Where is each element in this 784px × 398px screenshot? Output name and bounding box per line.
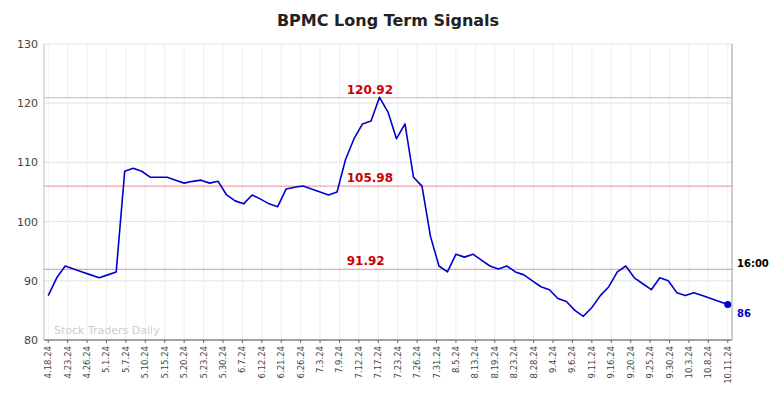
- x-tick-label: 4.18.24: [43, 346, 53, 378]
- x-tick-label: 9.16.24: [606, 346, 616, 378]
- last-value-label: 86: [737, 308, 751, 319]
- x-tick-label: 5.15.24: [160, 346, 170, 378]
- x-tick-label: 6.26.24: [296, 346, 306, 378]
- x-grid-line: [630, 44, 631, 340]
- y-grid-line: [44, 280, 732, 281]
- x-grid-line: [533, 44, 534, 340]
- x-tick-label: 8.5.24: [451, 346, 461, 373]
- x-tick-label: 7.3.24: [315, 346, 325, 373]
- x-grid-line: [436, 44, 437, 340]
- x-grid-line: [514, 44, 515, 340]
- reference-lines: [44, 98, 732, 270]
- x-grid-line: [164, 44, 165, 340]
- x-tick-label: 10.3.24: [684, 346, 694, 378]
- x-grid-line: [106, 44, 107, 340]
- x-grid-line: [611, 44, 612, 340]
- time-label: 16:00: [737, 258, 769, 269]
- x-grid-line: [708, 44, 709, 340]
- x-tick-label: 5.20.24: [179, 346, 189, 378]
- y-grid-line: [44, 340, 732, 341]
- y-grid-line: [44, 103, 732, 104]
- reference-label: 120.92: [347, 83, 393, 97]
- x-grid-line: [494, 44, 495, 340]
- x-grid-line: [727, 44, 728, 340]
- x-tick-label: 7.26.24: [412, 346, 422, 378]
- x-tick-label: 10.11.24: [723, 346, 733, 384]
- x-grid-line: [572, 44, 573, 340]
- x-tick-label: 5.23.24: [199, 346, 209, 378]
- x-tick-label: 7.23.24: [393, 346, 403, 378]
- x-grid-line: [417, 44, 418, 340]
- x-grid-line: [67, 44, 68, 340]
- x-tick-label: 10.8.24: [703, 346, 713, 378]
- y-grid-line: [44, 162, 732, 163]
- y-grid-line: [44, 221, 732, 222]
- y-axis: [44, 44, 45, 340]
- x-tick-label: 7.12.24: [354, 346, 364, 378]
- x-tick-label: 9.30.24: [665, 346, 675, 378]
- x-grid-line: [650, 44, 651, 340]
- x-tick-label: 8.13.24: [470, 346, 480, 378]
- x-grid-line: [261, 44, 262, 340]
- x-grid-line: [242, 44, 243, 340]
- x-tick-label: 9.20.24: [626, 346, 636, 378]
- y-tick-label: 110: [17, 156, 38, 169]
- x-grid-line: [339, 44, 340, 340]
- x-tick-label: 6.12.24: [257, 346, 267, 378]
- y-tick-label: 90: [24, 275, 38, 288]
- x-grid-line: [688, 44, 689, 340]
- x-tick-label: 7.17.24: [373, 346, 383, 378]
- data: [48, 97, 731, 316]
- y-tick-label: 120: [17, 97, 38, 110]
- x-tick-label: 4.26.24: [82, 346, 92, 378]
- x-tick-label: 8.28.24: [529, 346, 539, 378]
- x-grid-line: [87, 44, 88, 340]
- last-point: [724, 301, 731, 308]
- x-tick-label: 9.4.24: [548, 346, 558, 373]
- x-grid-line: [125, 44, 126, 340]
- y-tick-label: 80: [24, 334, 38, 347]
- y-tick-label: 130: [17, 38, 38, 51]
- x-grid-line: [203, 44, 204, 340]
- price-line: [48, 97, 728, 316]
- x-tick-label: 9.25.24: [645, 346, 655, 378]
- x-tick-label: 4.23.24: [63, 346, 73, 378]
- x-tick-label: 8.23.24: [509, 346, 519, 378]
- x-grid-line: [455, 44, 456, 340]
- x-tick-label: 6.21.24: [276, 346, 286, 378]
- y-tick-label: 100: [17, 216, 38, 229]
- x-tick-label: 9.11.24: [587, 346, 597, 378]
- x-grid-line: [222, 44, 223, 340]
- x-grid-line: [300, 44, 301, 340]
- x-grid-line: [281, 44, 282, 340]
- reference-line: [44, 97, 732, 98]
- watermark: Stock Traders Daily: [54, 324, 160, 337]
- x-tick-label: 8.19.24: [490, 346, 500, 378]
- title: BPMC Long Term Signals: [277, 11, 499, 30]
- x-tick-label: 5.10.24: [140, 346, 150, 378]
- x-tick-label: 5.7.24: [121, 346, 131, 373]
- x-grid-line: [475, 44, 476, 340]
- x-tick-label: 7.9.24: [334, 346, 344, 373]
- x-grid-line: [591, 44, 592, 340]
- reference-label: 105.98: [347, 171, 393, 185]
- right-border: [732, 44, 733, 340]
- grid: [44, 44, 732, 340]
- y-grid-line: [44, 44, 732, 45]
- x-grid-line: [669, 44, 670, 340]
- x-tick-label: 6.7.24: [237, 346, 247, 373]
- chart: BPMC Long Term Signals 80 90 100 110 120 130 4.…: [0, 0, 784, 398]
- x-grid-line: [145, 44, 146, 340]
- reference-line: [44, 186, 732, 187]
- x-axis: [44, 340, 732, 341]
- x-tick-label: 7.31.24: [432, 346, 442, 378]
- x-grid-line: [397, 44, 398, 340]
- x-tick-label: 5.1.24: [101, 346, 111, 373]
- x-grid-line: [184, 44, 185, 340]
- reference-label: 91.92: [347, 254, 385, 268]
- x-tick-label: 5.30.24: [218, 346, 228, 378]
- x-tick-label: 9.6.24: [567, 346, 577, 373]
- x-grid-line: [553, 44, 554, 340]
